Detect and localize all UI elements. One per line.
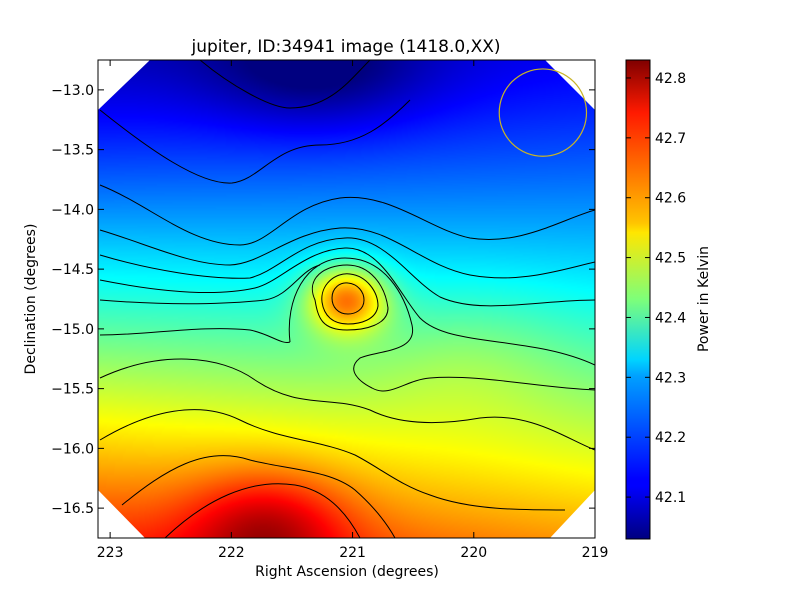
heatmap-raster [98,60,595,538]
y-tick-label: −16.5 [51,501,94,517]
contour-line [288,257,595,392]
y-tick-label: −15.5 [51,382,94,398]
chart-title: jupiter, ID:34941 image (1418.0,XX) [190,37,500,57]
contour-line [199,60,371,109]
heatmap-image [98,60,595,538]
colorbar-gradient [626,60,650,539]
x-tick-label: 219 [582,545,609,561]
contour-line [99,184,595,246]
plot-frame [97,59,596,539]
y-axis-label: Declination (degrees) [23,224,39,375]
x-axis-label: Right Ascension (degrees) [255,564,439,580]
contour-line [164,483,361,538]
contour-line [99,227,595,279]
contour-line [99,358,595,451]
y-tick-label: −16.0 [51,441,94,457]
colorbar-tick-label: 42.5 [655,251,686,267]
y-axis: −13.0 −13.5 −14.0 −14.5 −15.0 −15.5 −16.0 −16.5 [51,83,595,517]
contour-line [99,99,411,184]
contour-line [321,273,379,325]
colorbar-tick-label: 42.2 [655,430,686,446]
contour-lines [99,60,595,538]
colorbar: 42.1 42.2 42.3 42.4 42.5 42.6 42.7 42.8 Power i… [625,59,712,540]
x-axis: 223 222 221 220 219 [97,60,609,561]
colorbar-frame [625,59,651,540]
y-tick-label: −14.5 [51,262,94,278]
colorbar-tick-label: 42.7 [655,131,686,147]
contour-line [99,409,566,511]
x-tick-label: 221 [339,545,366,561]
contour-line [331,282,365,315]
colorbar-tick-label: 42.8 [655,71,686,87]
y-tick-label: −13.5 [51,143,94,159]
y-tick-label: −13.0 [51,83,94,99]
contour-line [99,328,291,344]
contour-line [311,264,389,331]
contour-line [99,247,595,366]
y-tick-label: −15.0 [51,322,94,338]
x-tick-label: 222 [218,545,245,561]
y-tick-label: −14.0 [51,202,94,218]
beam-circle [498,68,588,157]
colorbar-tick-label: 42.1 [655,490,686,506]
colorbar-tick-label: 42.6 [655,191,686,207]
x-tick-label: 223 [97,545,124,561]
contour-line [99,237,595,307]
contour-line [121,455,396,538]
x-tick-label: 220 [460,545,487,561]
colorbar-tick-label: 42.3 [655,370,686,386]
colorbar-label: Power in Kelvin [696,246,712,352]
plot-area [97,59,596,539]
colorbar-ticks: 42.1 42.2 42.3 42.4 42.5 42.6 42.7 42.8 [626,71,686,506]
contour-line [99,264,321,305]
colorbar-tick-label: 42.4 [655,310,686,326]
